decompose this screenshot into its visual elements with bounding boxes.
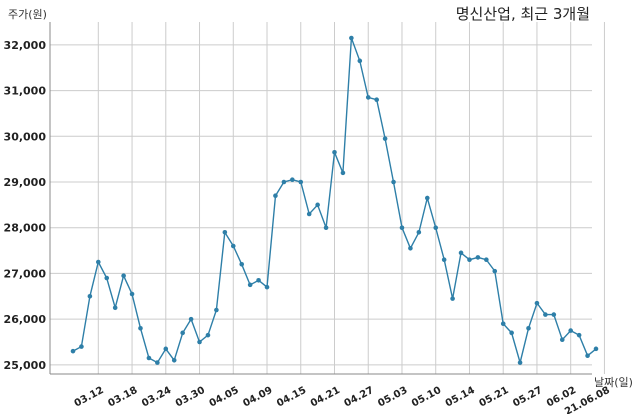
data-point bbox=[374, 97, 379, 103]
data-point bbox=[568, 328, 573, 333]
data-point bbox=[416, 229, 422, 235]
x-tick-label: 05.14 bbox=[444, 385, 477, 410]
y-tick-label: 28,000 bbox=[4, 222, 47, 235]
data-point bbox=[112, 305, 118, 311]
data-point bbox=[197, 339, 202, 345]
data-point bbox=[492, 268, 498, 274]
y-tick-label: 30,000 bbox=[4, 130, 47, 143]
data-point bbox=[239, 261, 245, 267]
data-point bbox=[96, 259, 101, 265]
data-point bbox=[332, 149, 337, 155]
data-point bbox=[357, 58, 363, 64]
data-point bbox=[163, 346, 169, 352]
y-tick-labels: 25,000 26,000 27,000 28,000 29,000 30,000 31,0… bbox=[4, 39, 47, 372]
data-point bbox=[551, 312, 557, 317]
data-point bbox=[585, 353, 590, 359]
data-point bbox=[121, 273, 126, 279]
data-point bbox=[104, 275, 110, 281]
x-tick-label: 05.21 bbox=[478, 385, 511, 410]
data-point bbox=[214, 307, 219, 313]
x-tick-label: 04.15 bbox=[275, 385, 308, 410]
data-point bbox=[70, 348, 76, 354]
data-point bbox=[509, 330, 514, 336]
y-tick-label: 29,000 bbox=[4, 176, 47, 189]
series-layer bbox=[70, 35, 599, 366]
data-point bbox=[517, 360, 523, 365]
data-point bbox=[138, 325, 143, 331]
y-tick-label: 32,000 bbox=[4, 39, 47, 52]
x-tick-label: 04.27 bbox=[343, 385, 376, 410]
x-tick-label: 05.27 bbox=[511, 385, 544, 410]
data-point bbox=[298, 179, 304, 185]
data-point bbox=[475, 255, 481, 260]
data-point bbox=[543, 312, 548, 317]
data-point bbox=[256, 277, 261, 283]
x-tick-label: 03.30 bbox=[174, 385, 207, 410]
data-point bbox=[188, 316, 194, 322]
x-axis-label: 날짜(일) bbox=[594, 376, 633, 389]
data-point bbox=[87, 293, 93, 299]
data-point bbox=[559, 337, 565, 343]
data-point bbox=[180, 330, 185, 336]
data-point bbox=[391, 179, 396, 185]
data-point bbox=[450, 296, 455, 301]
x-tick-label: 04.21 bbox=[309, 385, 342, 410]
data-point bbox=[315, 202, 320, 208]
data-point bbox=[222, 229, 228, 235]
data-point bbox=[306, 211, 312, 217]
data-point bbox=[576, 332, 582, 338]
data-point bbox=[281, 179, 287, 185]
x-tick-label: 03.12 bbox=[73, 385, 106, 410]
data-point bbox=[424, 195, 430, 201]
x-tick-label: 04.09 bbox=[241, 385, 274, 410]
x-tick-label: 03.18 bbox=[106, 385, 139, 410]
data-point bbox=[534, 300, 540, 306]
grid-layer bbox=[50, 22, 605, 374]
data-point bbox=[323, 225, 329, 231]
data-point bbox=[171, 357, 177, 363]
data-point bbox=[593, 346, 599, 352]
data-point bbox=[340, 170, 346, 176]
data-point bbox=[290, 177, 295, 183]
y-tick-label: 26,000 bbox=[4, 313, 47, 326]
data-point bbox=[205, 332, 211, 338]
x-tick-label: 05.03 bbox=[376, 385, 409, 410]
y-tick-label: 31,000 bbox=[4, 85, 47, 98]
data-point bbox=[441, 257, 447, 263]
axis-layer bbox=[49, 22, 592, 375]
data-point bbox=[382, 136, 388, 141]
x-tick-label: 03.24 bbox=[140, 385, 173, 410]
data-point bbox=[526, 325, 531, 331]
x-tick-labels: 03.12 03.18 03.24 03.30 04.05 04.09 04.15 04.21… bbox=[73, 385, 612, 414]
data-point bbox=[458, 250, 464, 256]
data-point bbox=[264, 284, 270, 290]
data-point bbox=[230, 243, 236, 249]
x-tick-label: 05.10 bbox=[410, 385, 443, 410]
data-point bbox=[349, 35, 354, 41]
data-point bbox=[399, 225, 405, 231]
data-point bbox=[155, 360, 160, 365]
data-point bbox=[146, 355, 152, 361]
y-tick-label: 25,000 bbox=[4, 359, 47, 372]
data-point bbox=[365, 95, 371, 100]
data-point bbox=[247, 282, 253, 288]
data-point bbox=[79, 344, 84, 349]
data-point bbox=[129, 291, 135, 297]
data-point bbox=[500, 321, 506, 327]
data-point bbox=[408, 245, 413, 251]
data-point bbox=[467, 257, 472, 263]
data-point bbox=[484, 257, 489, 263]
data-point bbox=[433, 225, 439, 231]
data-point bbox=[273, 193, 278, 199]
y-axis-label: 주가(원) bbox=[8, 8, 47, 21]
chart-title: 명신산업, 최근 3개월 bbox=[455, 5, 590, 23]
x-tick-label: 04.05 bbox=[208, 385, 241, 410]
y-tick-label: 27,000 bbox=[4, 267, 47, 280]
